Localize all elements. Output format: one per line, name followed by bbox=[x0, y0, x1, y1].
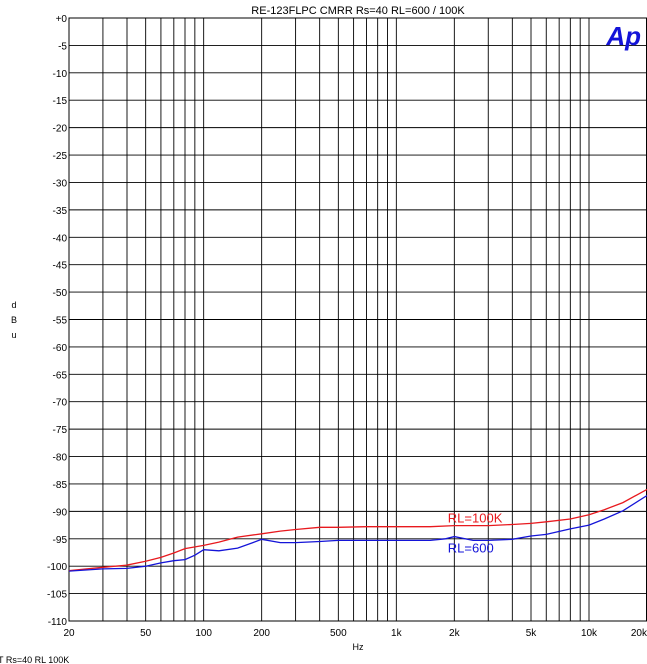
y-tick-label: -50 bbox=[53, 288, 68, 299]
y-tick-label: -60 bbox=[53, 343, 68, 354]
y-tick-label: -40 bbox=[53, 233, 68, 244]
y-tick-label: -25 bbox=[53, 151, 68, 162]
x-axis-label: Hz bbox=[353, 642, 364, 652]
y-tick-label: -90 bbox=[53, 507, 68, 518]
y-tick-label: -30 bbox=[53, 178, 68, 189]
y-tick-label: -45 bbox=[53, 261, 68, 272]
y-tick-label: -80 bbox=[53, 453, 68, 464]
series-annotations: RL=100K RL=600 bbox=[448, 510, 503, 555]
chart-title: RE-123FLPC CMRR Rs=40 RL=600 / 100K bbox=[251, 5, 465, 17]
y-axis-label: dBu bbox=[11, 300, 17, 340]
x-tick-label: 50 bbox=[140, 628, 152, 639]
y-tick-label: -35 bbox=[53, 206, 68, 217]
x-tick-label: 10k bbox=[581, 628, 598, 639]
x-tick-labels: 20 50 100 200 500 1k 2k 5k 10k 20k bbox=[63, 628, 647, 639]
series-line-rl-100k bbox=[68, 488, 647, 572]
series-label: RL=600 bbox=[448, 540, 494, 555]
x-tick-label: 1k bbox=[391, 628, 403, 639]
footer-text: T Rs=40 RL 100K bbox=[0, 655, 69, 664]
x-tick-label: 20k bbox=[631, 628, 647, 639]
grid-lines bbox=[68, 17, 647, 622]
ap-logo: Ap bbox=[605, 21, 641, 51]
y-tick-label: +0 bbox=[56, 14, 68, 25]
y-tick-labels: +0 -5 -10 -15 -20 -25 -30 -35 -40 -45 -50 -55 -60 -65… bbox=[47, 14, 67, 628]
y-tick-label: -105 bbox=[47, 590, 67, 601]
y-tick-label: -10 bbox=[53, 69, 68, 80]
y-tick-label: -15 bbox=[53, 96, 68, 107]
y-tick-label: -20 bbox=[53, 124, 68, 135]
y-tick-label: -85 bbox=[53, 480, 68, 491]
y-tick-label: -110 bbox=[48, 617, 68, 628]
x-tick-label: 5k bbox=[526, 628, 538, 639]
y-axis-label-char: u bbox=[11, 330, 16, 340]
x-tick-label: 100 bbox=[195, 628, 212, 639]
x-tick-label: 20 bbox=[63, 628, 75, 639]
y-tick-label: -75 bbox=[53, 425, 68, 436]
series-line-rl-600 bbox=[68, 494, 647, 572]
x-tick-label: 500 bbox=[330, 628, 347, 639]
y-tick-label: -65 bbox=[53, 370, 68, 381]
series-label: RL=100K bbox=[448, 510, 503, 525]
y-axis-label-char: d bbox=[11, 300, 16, 310]
x-tick-label: 2k bbox=[449, 628, 461, 639]
y-tick-label: -5 bbox=[58, 41, 67, 52]
x-tick-label: 200 bbox=[253, 628, 270, 639]
y-tick-label: -55 bbox=[53, 316, 68, 327]
y-tick-label: -100 bbox=[47, 562, 67, 573]
series-lines bbox=[68, 488, 647, 572]
y-axis-label-char: B bbox=[11, 315, 17, 325]
y-tick-label: -95 bbox=[53, 535, 68, 546]
y-tick-label: -70 bbox=[53, 398, 68, 409]
